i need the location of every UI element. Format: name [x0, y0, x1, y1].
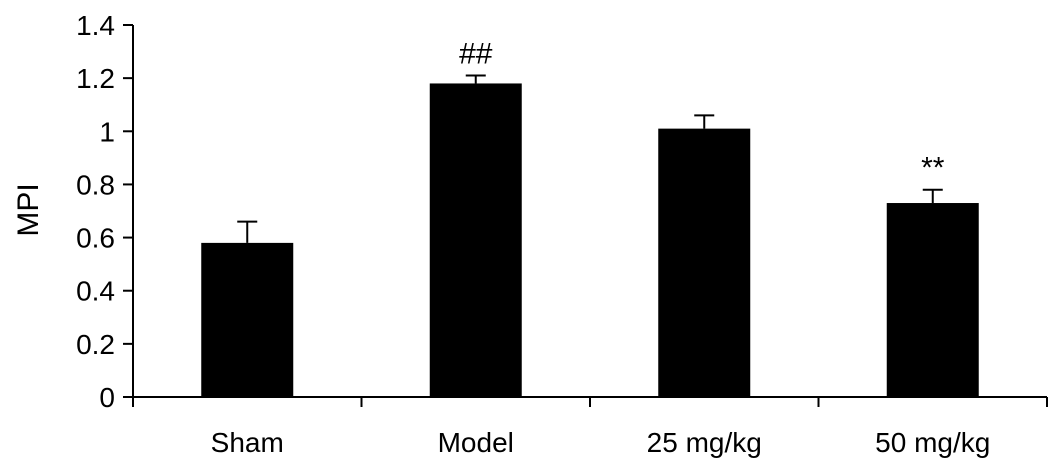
y-tick-label: 1 — [99, 116, 115, 147]
y-tick-label: 0 — [99, 382, 115, 413]
y-tick-label: 0.2 — [76, 329, 115, 360]
x-tick-label: 25 mg/kg — [647, 427, 762, 458]
y-tick-label: 0.4 — [76, 276, 115, 307]
y-axis-title: MPI — [12, 183, 45, 236]
bar — [429, 83, 522, 397]
x-tick-label: Model — [438, 427, 514, 458]
bar — [886, 203, 979, 397]
y-tick-label: 1.2 — [76, 63, 115, 94]
x-tick-label: Sham — [211, 427, 284, 458]
x-tick-label: 50 mg/kg — [875, 427, 990, 458]
bar — [201, 242, 294, 397]
y-tick-label: 1.4 — [76, 10, 115, 41]
bar — [658, 128, 751, 397]
significance-label: ## — [459, 37, 493, 70]
y-tick-label: 0.6 — [76, 223, 115, 254]
significance-label: ** — [921, 152, 945, 185]
y-tick-label: 0.8 — [76, 169, 115, 200]
